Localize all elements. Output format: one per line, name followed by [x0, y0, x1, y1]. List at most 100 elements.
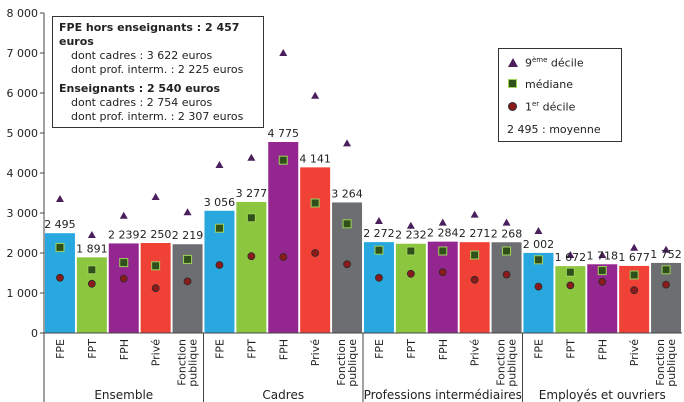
decile-9-marker	[662, 245, 671, 253]
median-marker	[661, 265, 671, 275]
decile-1-marker	[343, 260, 351, 269]
bar-value-label: 3 264	[331, 187, 363, 200]
decile-9-marker	[151, 193, 160, 200]
bar-value-label: 2 272	[363, 227, 395, 240]
y-tick-label: 5 000	[7, 127, 39, 140]
markers	[55, 49, 671, 295]
bar-value-label: 2 002	[523, 238, 555, 251]
bar-value-label: 2 232	[395, 229, 427, 242]
bar-value-label: 2 239	[108, 228, 140, 241]
legend-label-median: médiane	[525, 77, 574, 91]
annotation-line-1: FPE hors enseignants : 2 457 euros	[59, 21, 240, 48]
decile-9-marker	[374, 217, 383, 224]
bar-value-label: 2 219	[172, 229, 204, 242]
median-marker	[246, 213, 256, 223]
decile-1-marker	[438, 268, 447, 277]
bar-value-label: 2 271	[459, 227, 491, 240]
decile-9-marker	[438, 218, 447, 226]
median-marker	[629, 270, 639, 280]
y-tick-label: 2 000	[7, 247, 39, 260]
bar	[555, 266, 586, 333]
x-tick-label: FPE	[54, 339, 67, 359]
bar-value-label: 2 495	[44, 218, 76, 231]
annotation-line-5: dont cadres : 2 754 euros	[71, 96, 213, 109]
legend-label-9th-decile: 9ème décile	[525, 56, 584, 70]
x-tick-label: Fonctionpublique	[654, 339, 678, 387]
median-marker	[183, 254, 193, 264]
x-tick-label: Privé	[628, 339, 641, 367]
x-tick-label: Privé	[469, 339, 482, 367]
decile-9-marker	[87, 231, 96, 238]
median-marker	[470, 250, 480, 260]
median-marker	[214, 223, 224, 233]
y-tick-label: 0	[31, 327, 38, 340]
decile-9-marker	[406, 221, 415, 229]
y-tick-label: 1 000	[7, 287, 39, 300]
decile-1-marker	[215, 261, 224, 269]
median-marker	[502, 246, 512, 256]
bar	[427, 241, 458, 333]
decile-1-marker	[151, 284, 160, 293]
decile-1-marker	[119, 274, 128, 283]
y-tick-label: 3 000	[7, 207, 39, 220]
x-tick-label: FPT	[86, 339, 99, 359]
decile-9-marker	[630, 243, 639, 251]
decile-1-marker	[375, 273, 383, 282]
x-tick-label: Privé	[309, 339, 322, 367]
bar-value-label: 1 718	[587, 249, 619, 262]
bar	[651, 262, 682, 333]
bar-value-label: 4 775	[268, 127, 300, 140]
bar-value-label: 1 672	[555, 251, 587, 264]
decile-9-marker	[55, 195, 64, 202]
bar-value-label: 1 752	[650, 248, 682, 261]
bars	[44, 142, 682, 333]
bar	[108, 243, 139, 333]
decile-1-marker	[311, 249, 320, 257]
y-axis: 0 1 000 2 000 3 000 4 000 5 000 6 000 7 000 8 00…	[7, 7, 45, 340]
decile-9-marker	[311, 91, 320, 99]
median-marker	[565, 267, 575, 277]
y-tick-label: 7 000	[7, 47, 39, 60]
decile-9-marker	[343, 139, 352, 147]
legend-item-median: médiane	[507, 76, 573, 92]
decile-1-marker	[406, 269, 415, 278]
x-tick-label: Fonctionpublique	[176, 339, 200, 387]
x-tick-label: Privé	[150, 339, 163, 367]
group-label: Cadres	[262, 388, 304, 402]
decile-1-marker	[662, 280, 670, 289]
bar-value-label: 2 250	[140, 228, 172, 241]
group-label: Ensemble	[94, 388, 153, 402]
median-marker	[374, 245, 384, 255]
decile-9-marker	[183, 208, 192, 216]
annotation-line-4: Enseignants : 2 540 euros	[59, 82, 221, 95]
decile-1-marker	[502, 270, 511, 279]
bar	[268, 142, 299, 333]
annotation-line-2: dont cadres : 3 622 euros	[71, 49, 213, 62]
x-tick-label: FPT	[405, 339, 418, 359]
decile-1-marker	[279, 253, 288, 261]
circle-icon	[507, 101, 519, 113]
x-tick-label: FPT	[245, 339, 258, 359]
annotation-line-3: dont prof. interm. : 2 225 euros	[71, 63, 244, 76]
x-tick-label: FPE	[213, 339, 226, 359]
decile-9-marker	[279, 49, 288, 56]
x-tick-label: FPH	[596, 339, 609, 360]
x-tick-label: FPT	[564, 339, 577, 359]
decile-1-marker	[183, 277, 192, 286]
median-marker	[310, 198, 320, 208]
x-axis: FPE FPT FPH Privé Fonctionpublique Ensemble FP…	[43, 332, 682, 402]
decile-1-marker	[247, 252, 256, 261]
legend: 9ème décile médiane 1er décile 2 495 : m…	[498, 48, 622, 142]
group-label: Professions intermédiaires	[364, 388, 522, 402]
bar-value-label: 3 056	[204, 196, 236, 209]
median-marker	[278, 155, 288, 165]
decile-9-marker	[470, 210, 479, 218]
decile-9-marker	[534, 227, 543, 234]
bar	[236, 201, 267, 333]
y-tick-label: 6 000	[7, 87, 39, 100]
x-tick-label: Fonctionpublique	[335, 339, 359, 387]
square-icon	[507, 78, 519, 90]
median-marker	[342, 219, 352, 229]
